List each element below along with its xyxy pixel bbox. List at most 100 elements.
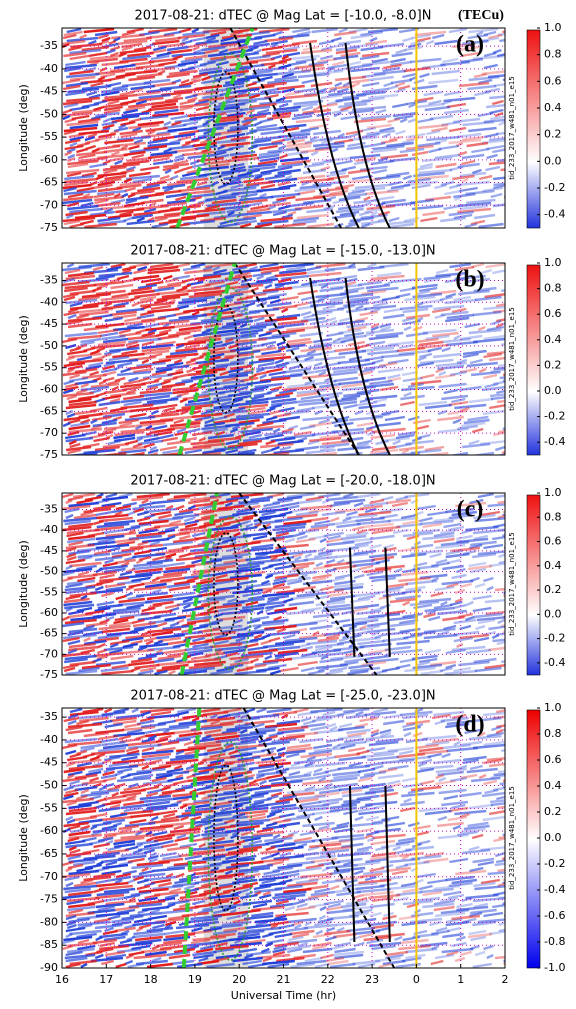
y-tick-label: -60: [40, 153, 58, 166]
y-tick-label: -55: [40, 801, 58, 814]
y-tick-label: -40: [40, 523, 58, 536]
y-tick-label: -55: [40, 361, 58, 374]
y-tick-label: -35: [40, 273, 58, 286]
y-axis-label: Longitude (deg): [17, 540, 30, 628]
y-tick-label: -40: [40, 62, 58, 75]
y-tick-label: -40: [40, 733, 58, 746]
y-tick-label: -65: [40, 847, 58, 860]
y-tick-label: -65: [40, 176, 58, 189]
colorbar-tick-label: -1.0: [544, 961, 565, 974]
panel-label: (b): [455, 267, 484, 293]
colorbar-tick-label: 0.4: [544, 333, 562, 346]
streak: [503, 727, 530, 730]
x-tick-label: 21: [277, 973, 291, 986]
y-tick-label: -35: [40, 710, 58, 723]
y-tick-label: -45: [40, 317, 58, 330]
colorbar-tick-label: 0.8: [544, 48, 562, 61]
colorbar-tick-label: 0.8: [544, 510, 562, 523]
colorbar-tick-label: 0.0: [544, 607, 562, 620]
y-tick-label: -50: [40, 565, 58, 578]
x-tick-label: 2: [502, 973, 509, 986]
y-tick-label: -75: [40, 448, 58, 461]
colorbar-tick-label: 1.0: [544, 701, 562, 714]
y-tick-label: -45: [40, 756, 58, 769]
y-tick-label: -50: [40, 779, 58, 792]
streak: [503, 778, 525, 781]
colorbar-tick-label: 0.6: [544, 753, 562, 766]
y-tick-label: -80: [40, 915, 58, 928]
y-tick-label: -35: [40, 503, 58, 516]
y-tick-label: -75: [40, 893, 58, 906]
panel-title: 2017-08-21: dTEC @ Mag Lat = [-10.0, -8.…: [135, 9, 432, 24]
x-tick-label: 18: [144, 973, 158, 986]
colorbar-tick-label: 1.0: [544, 21, 562, 34]
colorbar-tick-label: -0.4: [544, 656, 565, 669]
colorbar-tick-label: 0.8: [544, 727, 562, 740]
panel-title: 2017-08-21: dTEC @ Mag Lat = [-25.0, -23…: [130, 689, 435, 704]
y-tick-label: -35: [40, 39, 58, 52]
y-tick-label: -55: [40, 130, 58, 143]
colorbar-tick-label: 0.2: [544, 128, 562, 141]
panel-label: (d): [455, 712, 484, 738]
x-tick-label: 1: [457, 973, 464, 986]
x-tick-label: 17: [99, 973, 113, 986]
colorbar: [527, 710, 540, 968]
streak: [505, 218, 520, 221]
colorbar: [527, 265, 540, 455]
y-tick-label: -60: [40, 383, 58, 396]
panel-title: 2017-08-21: dTEC @ Mag Lat = [-20.0, -18…: [130, 474, 435, 489]
y-tick-label: -50: [40, 107, 58, 120]
colorbar-tick-label: -0.2: [544, 410, 565, 423]
colorbar-tick-label: 0.6: [544, 535, 562, 548]
streak: [503, 426, 526, 429]
panel: -35-40-45-50-55-60-65-70-75-80-85-902017…: [17, 689, 565, 1003]
colorbar-tick-label: 0.4: [544, 779, 562, 792]
y-tick-label: -70: [40, 647, 58, 660]
panel-label: (c): [457, 497, 484, 523]
streak: [503, 512, 529, 515]
colorbar-tick-label: 1.0: [544, 256, 562, 269]
x-tick-label: 20: [232, 973, 246, 986]
streak: [505, 736, 513, 739]
colorbar-tick-label: -0.8: [544, 935, 565, 948]
colorbar-tick-label: 0.4: [544, 101, 562, 114]
colorbar-units: (TECu): [458, 8, 504, 23]
y-axis-label: Longitude (deg): [17, 84, 30, 172]
y-tick-label: -70: [40, 426, 58, 439]
y-axis-label: Longitude (deg): [17, 794, 30, 882]
colorbar-tick-label: 0.2: [544, 358, 562, 371]
y-tick-label: -65: [40, 627, 58, 640]
side-label: tid_233_2017_w481_n01_e15: [508, 76, 516, 179]
streak: [504, 913, 526, 916]
x-tick-label: 16: [55, 973, 69, 986]
colorbar: [527, 30, 540, 228]
y-tick-label: -75: [40, 668, 58, 681]
side-label: tid_233_2017_w481_n01_e15: [508, 307, 516, 410]
colorbar-tick-label: 1.0: [544, 486, 562, 499]
y-tick-label: -75: [40, 221, 58, 234]
side-label: tid_233_2017_w481_n01_e15: [508, 532, 516, 635]
streak: [502, 29, 527, 32]
colorbar-tick-label: 0.2: [544, 583, 562, 596]
colorbar-tick-label: -0.6: [544, 909, 565, 922]
x-tick-label: 0: [413, 973, 420, 986]
y-tick-label: -60: [40, 824, 58, 837]
x-tick-label: 23: [365, 973, 379, 986]
colorbar-tick-label: -0.4: [544, 435, 565, 448]
side-label: tid_233_2017_w481_n01_e15: [508, 786, 516, 889]
panel-label: (a): [456, 32, 484, 58]
y-tick-label: -70: [40, 198, 58, 211]
colorbar-tick-label: 0.6: [544, 307, 562, 320]
colorbar-tick-label: -0.2: [544, 632, 565, 645]
y-axis-label: Longitude (deg): [17, 315, 30, 403]
colorbar-tick-label: -0.2: [544, 181, 565, 194]
colorbar: [527, 495, 540, 675]
y-tick-label: -50: [40, 339, 58, 352]
colorbar-tick-label: -0.2: [544, 857, 565, 870]
colorbar-tick-label: 0.4: [544, 559, 562, 572]
y-tick-label: -45: [40, 544, 58, 557]
y-tick-label: -60: [40, 606, 58, 619]
x-axis-label: Universal Time (hr): [231, 989, 336, 1002]
colorbar-tick-label: -0.4: [544, 208, 565, 221]
